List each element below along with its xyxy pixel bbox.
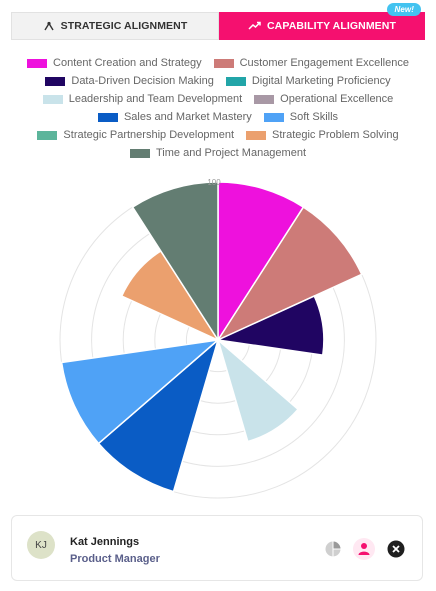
legend-swatch xyxy=(254,94,275,104)
chart-segment[interactable] xyxy=(131,181,219,343)
chart-segment[interactable] xyxy=(215,206,363,342)
legend-label: Customer Engagement Excellence xyxy=(239,57,409,69)
legend-swatch xyxy=(213,58,234,68)
tab-strategic-alignment[interactable]: STRATEGIC ALIGNMENT xyxy=(11,12,219,40)
chart-segment[interactable] xyxy=(97,337,220,493)
legend-label: Digital Marketing Proficiency xyxy=(251,75,391,87)
legend-swatch xyxy=(45,76,66,86)
legend-item[interactable]: Data-Driven Decision Making xyxy=(45,74,214,88)
close-circle-icon[interactable] xyxy=(385,538,407,560)
pie-chart-icon[interactable] xyxy=(322,538,344,560)
legend-item[interactable]: Strategic Problem Solving xyxy=(246,128,399,142)
chart-legend: Content Creation and Strategy Customer En… xyxy=(14,56,422,160)
legend-swatch xyxy=(37,130,58,140)
tab-strategic-label: STRATEGIC ALIGNMENT xyxy=(60,20,188,32)
tab-capability-label: CAPABILITY ALIGNMENT xyxy=(267,20,396,32)
legend-item[interactable]: Operational Excellence xyxy=(254,92,393,106)
new-badge: New! xyxy=(387,3,421,16)
tab-capability-alignment[interactable]: CAPABILITY ALIGNMENT New! xyxy=(219,3,425,40)
user-icon[interactable] xyxy=(353,538,375,560)
legend-item[interactable]: Soft Skills xyxy=(263,110,339,124)
legend-swatch xyxy=(263,112,284,122)
legend-label: Data-Driven Decision Making xyxy=(71,75,214,87)
legend-item[interactable]: Time and Project Management xyxy=(130,146,306,160)
chart-segment[interactable] xyxy=(216,337,300,443)
chart-segment[interactable] xyxy=(217,181,305,343)
legend-item[interactable]: Sales and Market Mastery xyxy=(97,110,252,124)
radial-tick-label: 100 xyxy=(207,178,221,187)
user-name: Kat Jennings xyxy=(70,536,140,548)
trend-up-icon xyxy=(248,21,261,31)
legend-label: Strategic Problem Solving xyxy=(272,129,399,141)
legend-label: Strategic Partnership Development xyxy=(63,129,235,141)
legend-label: Sales and Market Mastery xyxy=(123,111,252,123)
legend-swatch xyxy=(42,94,63,104)
legend-item[interactable]: Content Creation and Strategy xyxy=(27,56,202,70)
legend-item[interactable]: Digital Marketing Proficiency xyxy=(225,74,391,88)
legend-label: Soft Skills xyxy=(289,111,339,123)
chart-segment[interactable] xyxy=(60,338,221,445)
legend-swatch xyxy=(27,58,48,68)
chart-segment[interactable] xyxy=(215,295,325,356)
legend-swatch xyxy=(246,130,267,140)
legend-item[interactable]: Customer Engagement Excellence xyxy=(213,56,409,70)
legend-item[interactable]: Strategic Partnership Development xyxy=(37,128,234,142)
polar-area-chart: 100 xyxy=(59,178,377,499)
avatar: KJ xyxy=(27,531,55,559)
user-role: Product Manager xyxy=(70,553,160,565)
legend-label: Operational Excellence xyxy=(280,93,394,105)
legend-label: Time and Project Management xyxy=(156,147,306,159)
legend-label: Content Creation and Strategy xyxy=(53,57,202,69)
user-card: KJ Kat Jennings Product Manager xyxy=(11,515,423,581)
legend-swatch xyxy=(130,148,150,158)
legend-swatch xyxy=(97,112,118,122)
legend-item[interactable]: Leadership and Team Development xyxy=(42,92,243,106)
legend-label: Leadership and Team Development xyxy=(68,93,243,105)
legend-swatch xyxy=(225,76,246,86)
network-icon xyxy=(43,20,55,32)
alignment-tabs: STRATEGIC ALIGNMENT CAPABILITY ALIGNMENT… xyxy=(11,3,425,40)
